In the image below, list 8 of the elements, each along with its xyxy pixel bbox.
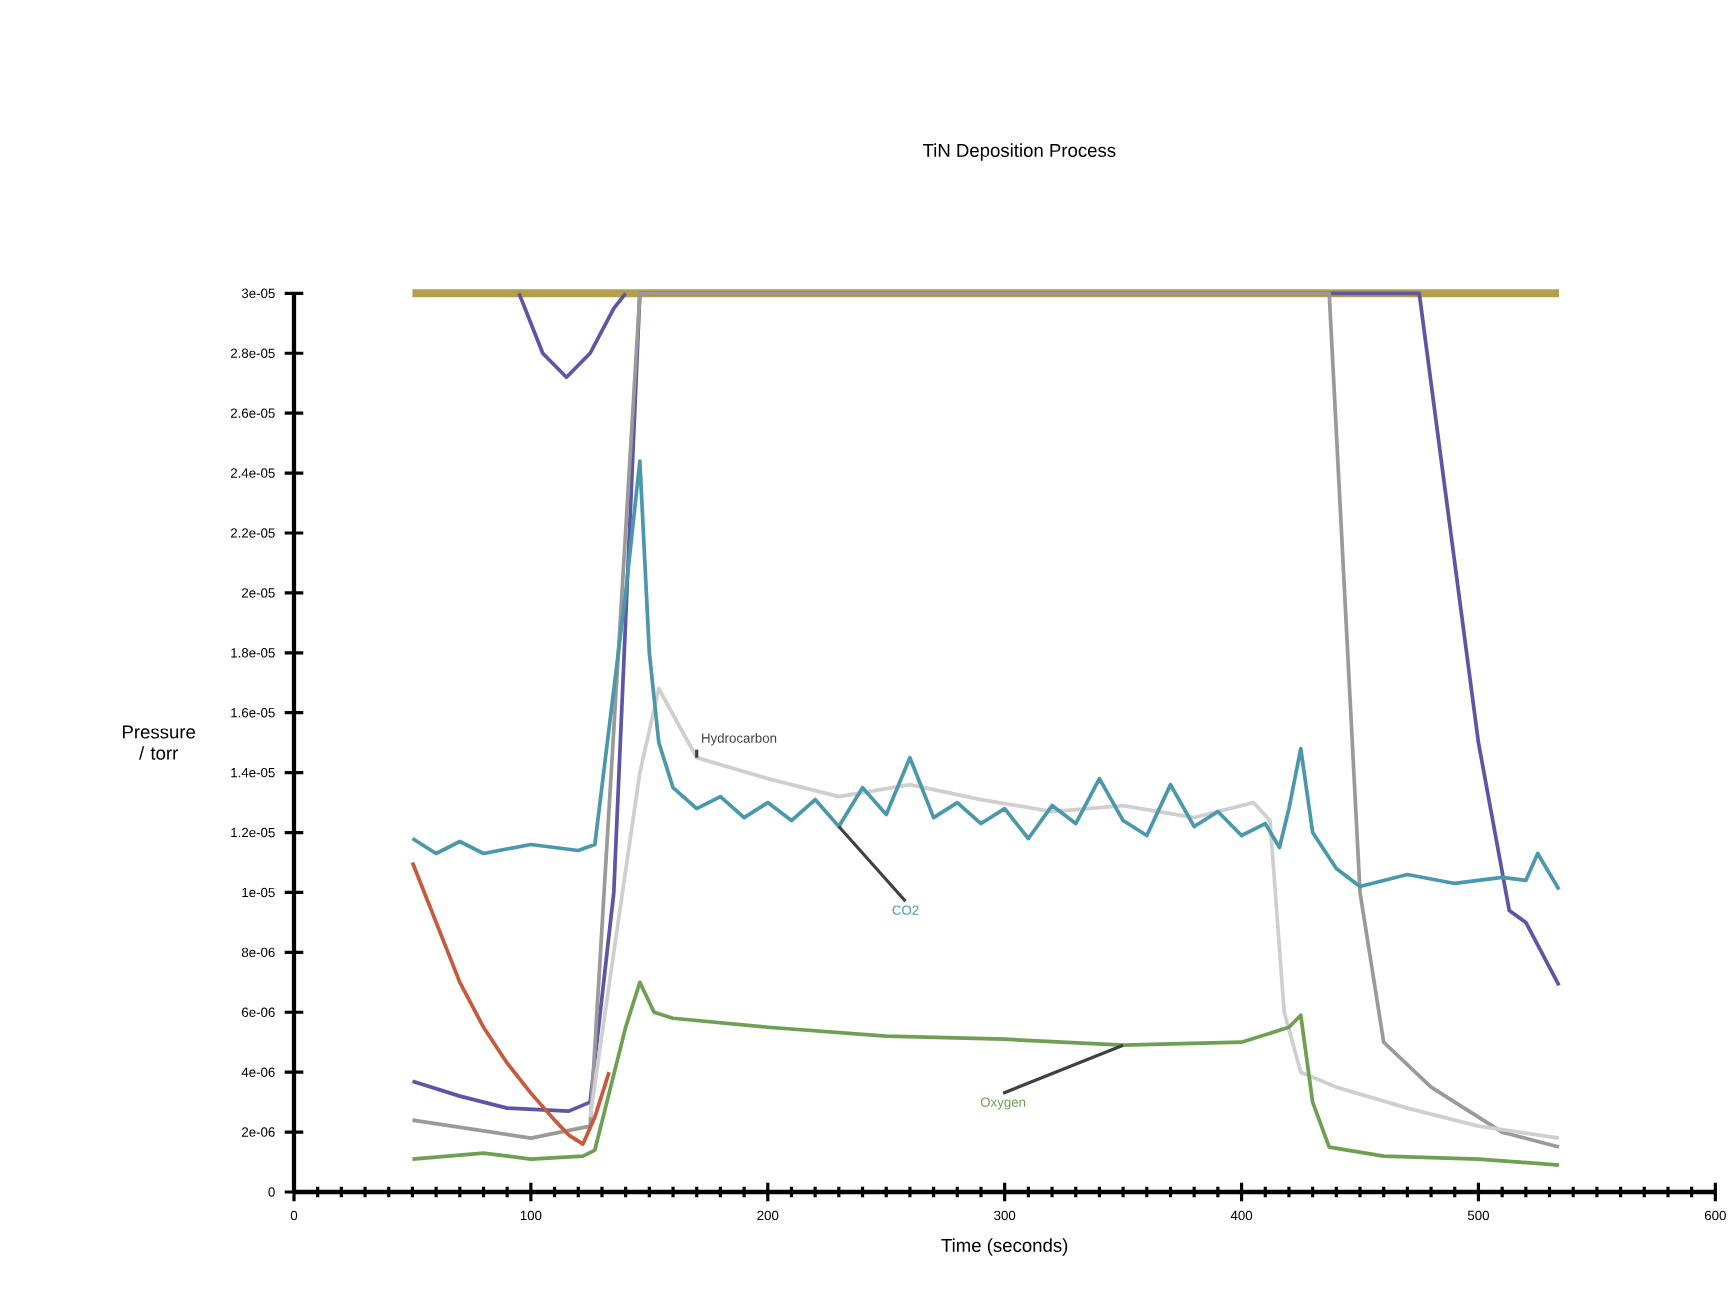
line-series xyxy=(517,291,628,380)
line-series xyxy=(410,860,611,1146)
chart-title: TiN Deposition Process xyxy=(922,143,1116,161)
y-axis-title: Pressure / torr xyxy=(123,725,196,760)
line-series xyxy=(588,686,1561,1140)
line-series xyxy=(410,459,1561,892)
x-axis-title: Time (seconds) xyxy=(941,1238,1068,1256)
line-series xyxy=(410,980,1561,1167)
